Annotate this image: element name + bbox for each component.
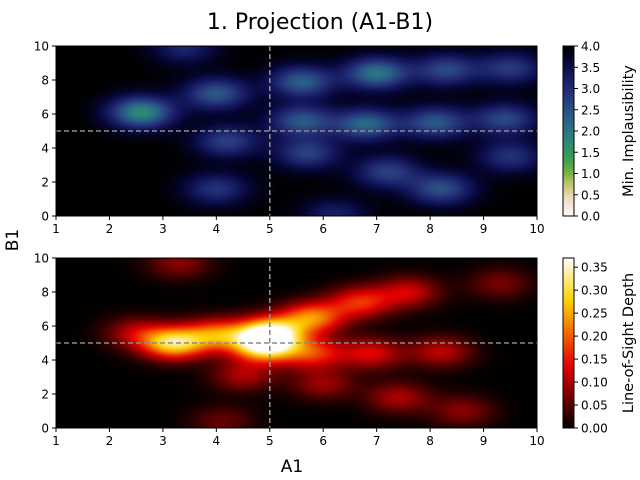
y-tick-label: 6 xyxy=(41,108,49,122)
y-tick-label: 8 xyxy=(41,286,49,300)
colorbar-label: Min. Implausibility xyxy=(621,65,637,197)
colorbar-tick-label: 0.5 xyxy=(581,188,600,202)
figure-title: 1. Projection (A1-B1) xyxy=(207,10,433,35)
x-tick-label: 7 xyxy=(373,434,381,448)
shared-y-axis-label: B1 xyxy=(3,229,23,251)
colorbar-tick-label: 0.0 xyxy=(581,210,600,224)
colorbar-tick-label: 0.10 xyxy=(581,376,608,390)
axes-frame xyxy=(55,257,538,429)
y-tick-label: 10 xyxy=(34,252,49,266)
x-tick-label: 8 xyxy=(426,434,434,448)
colorbar-tick-label: 0.30 xyxy=(581,284,608,298)
colorbar-tick-label: 0.35 xyxy=(581,261,608,275)
y-tick-label: 8 xyxy=(41,74,49,88)
x-tick-label: 5 xyxy=(266,222,274,236)
x-tick-label: 5 xyxy=(266,434,274,448)
colorbar-tick-label: 0.15 xyxy=(581,353,608,367)
x-tick-label: 10 xyxy=(529,434,544,448)
shared-x-axis-label: A1 xyxy=(281,457,303,477)
colorbar-tick-label: 1.5 xyxy=(581,146,600,160)
y-tick-label: 0 xyxy=(41,422,49,436)
x-tick-label: 3 xyxy=(159,434,167,448)
y-tick-label: 4 xyxy=(41,354,49,368)
x-tick-label: 6 xyxy=(319,434,327,448)
colorbar-tick-label: 2.5 xyxy=(581,103,600,117)
colorbar-top xyxy=(562,45,575,217)
colorbar-tick-label: 2.0 xyxy=(581,125,600,139)
panel-top: 1 2 3 4 5 6 7 8 9 10 0 2 4 6 8 10 0.0 0.5 1.0 1.5 2.0 2.5 3.0 3… xyxy=(34,40,637,237)
colorbar-tick-label: 3.0 xyxy=(581,82,600,96)
y-tick-label: 0 xyxy=(41,210,49,224)
x-tick-label: 2 xyxy=(106,434,114,448)
y-tick-label: 4 xyxy=(41,142,49,156)
colorbar-bottom xyxy=(562,257,575,429)
x-tick-label: 3 xyxy=(159,222,167,236)
x-tick-label: 4 xyxy=(213,434,221,448)
panel-bottom: 1 2 3 4 5 6 7 8 9 10 0 2 4 6 8 10 0.00 0.05 0.10 0.15 0.20 0.… xyxy=(34,252,637,449)
colorbar-label: Line-of-Sight Depth xyxy=(621,273,637,413)
colorbar-tick-label: 0.05 xyxy=(581,399,608,413)
x-tick-label: 2 xyxy=(106,222,114,236)
x-tick-label: 10 xyxy=(529,222,544,236)
colorbar-tick-label: 0.25 xyxy=(581,307,608,321)
x-tick-label: 1 xyxy=(52,434,60,448)
colorbar-tick-label: 1.0 xyxy=(581,167,600,181)
y-tick-label: 2 xyxy=(41,176,49,190)
colorbar-tick-label: 0.20 xyxy=(581,330,608,344)
colorbar-tick-label: 3.5 xyxy=(581,61,600,75)
x-tick-label: 9 xyxy=(480,434,488,448)
x-tick-label: 9 xyxy=(480,222,488,236)
x-tick-label: 8 xyxy=(426,222,434,236)
colorbar-tick-label: 0.00 xyxy=(581,422,608,436)
x-tick-label: 6 xyxy=(319,222,327,236)
y-tick-label: 2 xyxy=(41,388,49,402)
x-tick-label: 7 xyxy=(373,222,381,236)
y-tick-label: 6 xyxy=(41,320,49,334)
axes-frame xyxy=(55,45,538,217)
colorbar-tick-label: 4.0 xyxy=(581,40,600,54)
x-tick-label: 4 xyxy=(213,222,221,236)
y-tick-label: 10 xyxy=(34,40,49,54)
x-tick-label: 1 xyxy=(52,222,60,236)
